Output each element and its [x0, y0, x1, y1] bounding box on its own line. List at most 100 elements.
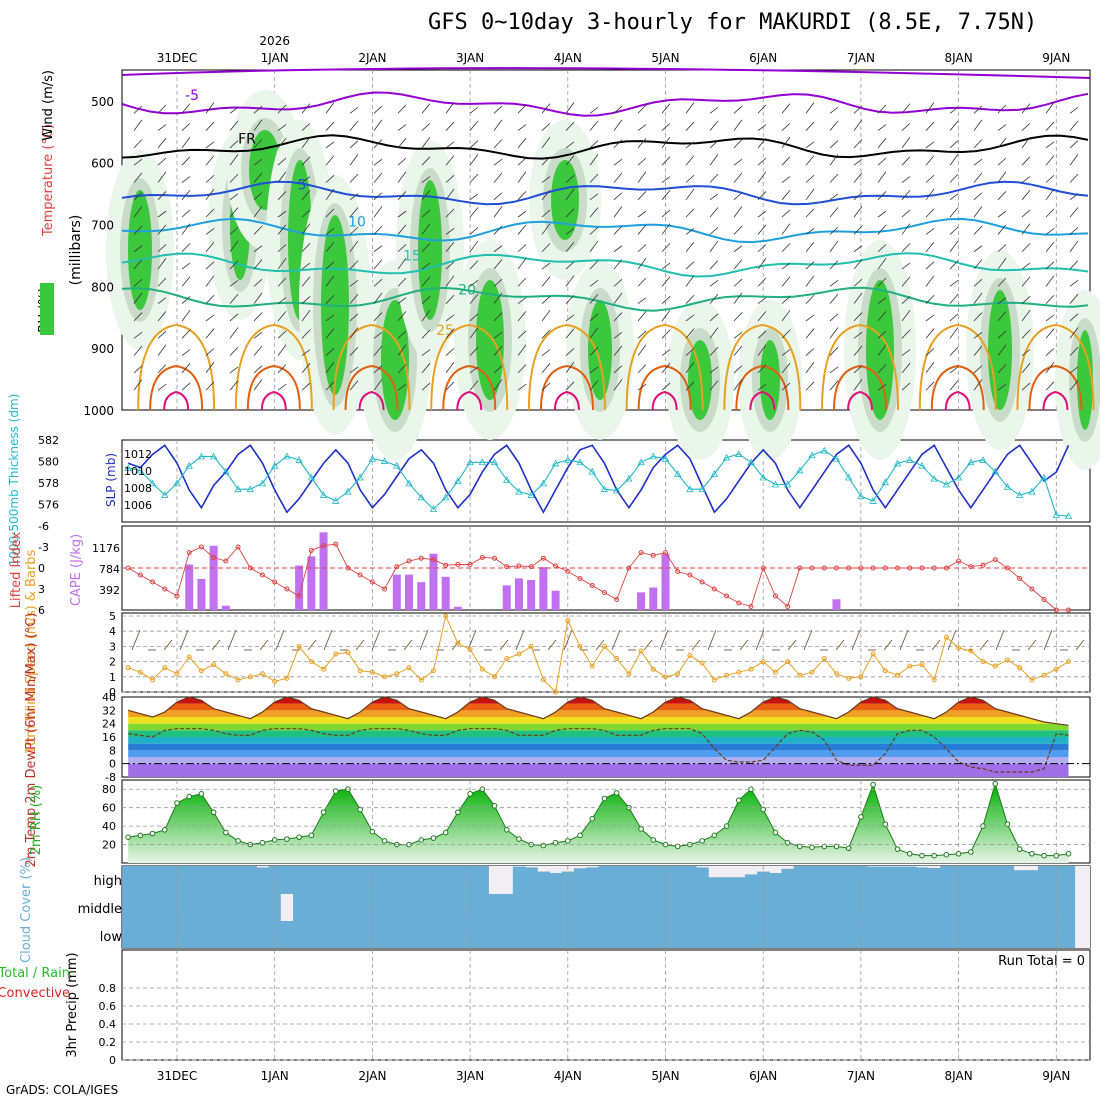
- pressure-tick: 1000: [83, 404, 114, 418]
- wind-barb: [925, 381, 935, 391]
- wind-barb: [301, 349, 311, 356]
- wind-barb: [469, 106, 479, 114]
- cloud-middle-bar: [463, 894, 477, 921]
- cloud-middle-bar: [793, 894, 807, 921]
- isotherm-line: [121, 134, 1089, 160]
- wind-barb: [157, 210, 167, 218]
- isotherm-line: [456, 390, 483, 411]
- wind-barb: [397, 224, 407, 235]
- wind-barb: [229, 280, 239, 287]
- cloud-high-bar: [378, 866, 392, 894]
- thickness-marker: [710, 470, 719, 477]
- cloud-low-bar: [122, 921, 135, 948]
- li-marker: [724, 593, 730, 599]
- wind-barb: [325, 381, 335, 391]
- pressure-tick: 700: [91, 219, 114, 233]
- wind-barb: [277, 364, 287, 374]
- rh-marker: [674, 843, 681, 850]
- wind-marker: [687, 653, 693, 659]
- wind-barb: [469, 193, 479, 201]
- wind-barb: [925, 328, 935, 339]
- pressure-tick: 800: [91, 280, 114, 294]
- rh-marker: [1016, 846, 1023, 852]
- wind-barb: [661, 349, 671, 356]
- wind-barb: [997, 364, 1007, 374]
- wind-barb: [445, 121, 455, 131]
- wind-barb: [541, 329, 551, 339]
- wind-barb: [661, 262, 671, 270]
- cloud-middle-bar: [1025, 894, 1039, 921]
- wind-barb: [469, 366, 479, 374]
- wind-barb: [373, 259, 383, 270]
- wind-barb: [781, 103, 791, 114]
- wind-barb: [1069, 240, 1079, 252]
- wind-barb: [1069, 380, 1079, 391]
- wind-barb: [685, 188, 695, 201]
- wind-marker: [675, 671, 681, 677]
- precip-tick: 0.6: [99, 1000, 117, 1013]
- wind-barb: [781, 296, 791, 304]
- wind-barb: [133, 245, 143, 253]
- wind-barb: [877, 171, 887, 183]
- wind-barb: [253, 312, 263, 322]
- wind-tick: 2: [109, 656, 116, 669]
- wind-barb: [541, 189, 551, 201]
- wind-marker: [833, 671, 839, 677]
- wind-barb: [1045, 241, 1055, 253]
- wind-barb: [805, 175, 815, 183]
- temp-tick: 16: [102, 731, 116, 744]
- wind-barb: [325, 175, 335, 183]
- thickness-marker: [930, 474, 938, 482]
- wind-barb: [829, 173, 839, 183]
- wind-barb: [853, 172, 863, 183]
- thickness-marker: [661, 454, 670, 462]
- wind-barb: [517, 383, 527, 391]
- wind-barb: [973, 119, 983, 131]
- wind-barb: [781, 123, 791, 131]
- wind-barb: [301, 329, 311, 339]
- wind-barb-10m: [883, 639, 893, 651]
- temp-tick: 32: [102, 704, 116, 717]
- wind-barb-10m: [419, 629, 429, 651]
- cloud-middle-bar: [439, 894, 453, 921]
- isotherm-label: 15: [403, 249, 421, 265]
- wind-barb: [469, 120, 479, 131]
- wind-barb: [733, 331, 743, 339]
- cloud-low-bar: [744, 921, 758, 948]
- wind-barb: [781, 136, 791, 149]
- isotherm-line: [930, 364, 985, 411]
- cloud-low-bar: [915, 921, 929, 948]
- wind-barb: [829, 140, 839, 149]
- wind-barb: [181, 363, 191, 374]
- li-marker: [150, 579, 156, 585]
- wind-barb: [205, 188, 215, 201]
- thickness-tick: 576: [38, 499, 59, 512]
- wind-barb: [685, 294, 695, 304]
- cloud-low-bar: [1001, 921, 1015, 948]
- wind-barb: [349, 293, 359, 304]
- cloud-middle-bar: [708, 894, 721, 921]
- isotherm-line: [260, 390, 287, 411]
- cloud-low-bar: [476, 921, 489, 948]
- wind-barb: [1069, 293, 1079, 304]
- wind-barb: [493, 331, 503, 339]
- wind-barb: [853, 158, 863, 166]
- wind-barb: [397, 330, 407, 339]
- rh-marker: [589, 815, 596, 822]
- li-marker: [247, 565, 253, 571]
- isotherm-line: [442, 364, 497, 411]
- cloud-high-bar: [586, 867, 599, 894]
- cloud-middle-bar: [1013, 894, 1027, 921]
- cloud-high-bar: [598, 866, 612, 894]
- rh-marker: [906, 850, 913, 857]
- thickness-marker: [771, 480, 780, 488]
- thickness-marker: [637, 458, 645, 466]
- wind-barb: [733, 278, 743, 287]
- wind-barb: [421, 296, 431, 304]
- cloud-low-bar: [305, 921, 318, 948]
- cloud-low-bar: [525, 921, 538, 948]
- wind-barb-10m: [403, 639, 413, 651]
- wind-barb: [277, 138, 287, 149]
- cape-bar: [295, 565, 304, 610]
- wind-barb: [565, 228, 575, 235]
